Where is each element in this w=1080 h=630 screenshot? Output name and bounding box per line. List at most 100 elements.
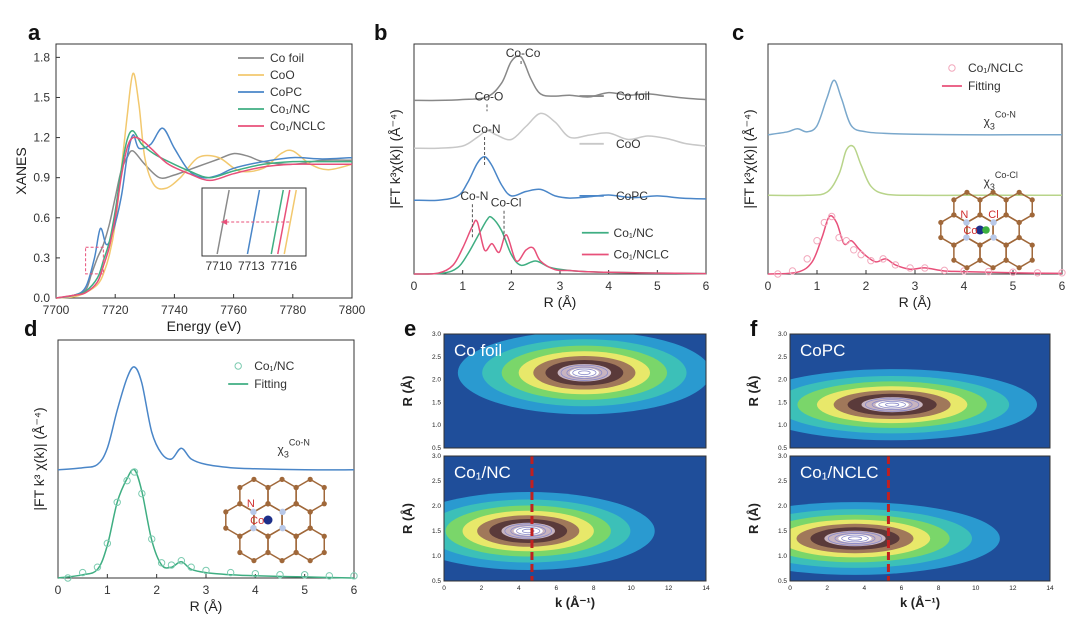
carbon-atom (237, 501, 243, 507)
x-tick-label: 7740 (161, 303, 188, 317)
cobalt-label: Co (250, 515, 264, 527)
legend-swatch (948, 64, 956, 72)
nitrogen-atom (250, 508, 257, 516)
y-tick-label: 0.5 (778, 578, 787, 585)
carbon-atom (293, 501, 299, 507)
peak-annotation: Co-N (473, 122, 501, 136)
legend-label: Co foil (616, 89, 650, 103)
y-tick-label: 1.5 (33, 90, 50, 104)
data-point (879, 255, 887, 263)
cobalt-atom (975, 225, 985, 235)
data-point (226, 568, 235, 577)
carbon-atom (223, 509, 229, 515)
wavelet-map (444, 334, 706, 448)
x-tick-label: 7780 (279, 303, 306, 317)
data-point (325, 572, 334, 580)
contour-line (560, 364, 609, 381)
x-tick-label: 2 (825, 585, 829, 592)
x-tick-label: 2 (863, 279, 870, 293)
carbon-atom (265, 484, 271, 491)
contour-line (885, 402, 900, 407)
carbon-atom (1029, 242, 1035, 248)
panel-letter: f (750, 316, 758, 341)
x-axis-label: R (Å) (899, 294, 932, 310)
x-tick-label: 8 (937, 585, 941, 592)
carbon-atom (990, 265, 996, 271)
x-tick-label: 6 (351, 583, 358, 597)
data-point (157, 559, 166, 567)
carbon-atom (1016, 219, 1022, 226)
series-line (55, 136, 352, 299)
panel-letter: b (374, 20, 387, 45)
x-axis-label: Energy (eV) (167, 318, 242, 334)
carbon-atom (279, 558, 285, 564)
data-point (113, 498, 121, 506)
contour-line (871, 399, 913, 411)
carbon-atom (293, 484, 299, 491)
data-point (828, 212, 836, 221)
y-tick-label: 2.0 (778, 377, 787, 384)
data-point (906, 264, 914, 272)
nitrogen-label: N (247, 498, 255, 510)
y-tick-label: 2.0 (432, 503, 441, 510)
y-tick-label: 0.3 (33, 251, 50, 265)
peak-annotation: Co-O (475, 89, 504, 103)
x-tick-label: 2 (153, 583, 160, 597)
carbon-atom (307, 525, 313, 531)
legend-label: CoPC (270, 85, 302, 99)
carbon-atom (1029, 257, 1035, 263)
x-tick-label: 4 (605, 279, 612, 293)
y-tick-label: 3.0 (432, 331, 441, 338)
structure-model: N Co Cl (938, 189, 1035, 271)
nitrogen-atom (990, 234, 997, 241)
y-axis-label: R (Å) (400, 375, 415, 406)
inset-curve (283, 189, 297, 255)
x-tick-label: 1 (459, 279, 466, 293)
x-tick-label: 5 (1010, 279, 1017, 293)
panel-e-wavelet: 0.5 1.0 1.5 2.0 2.5 3.0 Co foil R (Å) 0.5 1.0 1.5 2… (400, 331, 710, 610)
carbon-atom (265, 501, 271, 507)
legend-label: Co foil (270, 51, 304, 65)
x-tick-label: 0 (442, 585, 446, 592)
x-tick-label: 4 (862, 585, 866, 592)
legend-label: Co₁/NCLC (968, 61, 1024, 75)
panel-f-wavelet: 0.5 1.0 1.5 2.0 2.5 3.0 CoPC R (Å) 0.5 1.0 1.5 2.0 2… (746, 331, 1054, 610)
panel-d-ft-fitting-nc: 0 1 2 3 4 5 6 R (Å) |FT k³ χ(k)| (Å⁻⁴) Co₁/NC Fitt… (31, 339, 358, 614)
y-axis-label: XANES (13, 147, 29, 194)
contour-level (875, 400, 909, 409)
data-point (103, 539, 112, 548)
carbon-atom (1029, 197, 1035, 203)
data-point (921, 264, 929, 272)
data-point (940, 266, 949, 275)
carbon-ring (295, 527, 326, 562)
data-point (813, 237, 821, 245)
carbon-atom (223, 525, 229, 531)
carbon-atom (307, 476, 313, 482)
nitrogen-atom (990, 219, 997, 226)
y-tick-label: 1.5 (432, 399, 441, 406)
x-tick-label: 0 (55, 583, 62, 597)
series-line (413, 215, 707, 275)
series-line (413, 156, 707, 202)
carbon-atom (977, 197, 983, 203)
series-line (767, 144, 1062, 197)
carbon-ring (239, 527, 269, 562)
data-point (167, 561, 176, 569)
pre-edge-box (85, 246, 104, 275)
peak-annotation: Co-Cl (491, 196, 522, 210)
contour-line (521, 528, 535, 534)
carbon-atom (265, 549, 271, 556)
carbon-atom (293, 549, 299, 556)
y-tick-label: 2.5 (778, 478, 787, 485)
y-tick-label: 0.6 (33, 211, 50, 225)
contour-level (838, 534, 872, 543)
y-tick-label: 3.0 (432, 453, 441, 460)
data-point (93, 563, 102, 571)
carbon-atom (951, 212, 957, 218)
contour-line (865, 397, 920, 412)
inset-tick-label: 7713 (238, 259, 265, 273)
axes-frame (443, 455, 707, 582)
carbon-atom (307, 558, 313, 564)
carbon-atom (1016, 189, 1022, 195)
legend-swatch (234, 362, 242, 370)
